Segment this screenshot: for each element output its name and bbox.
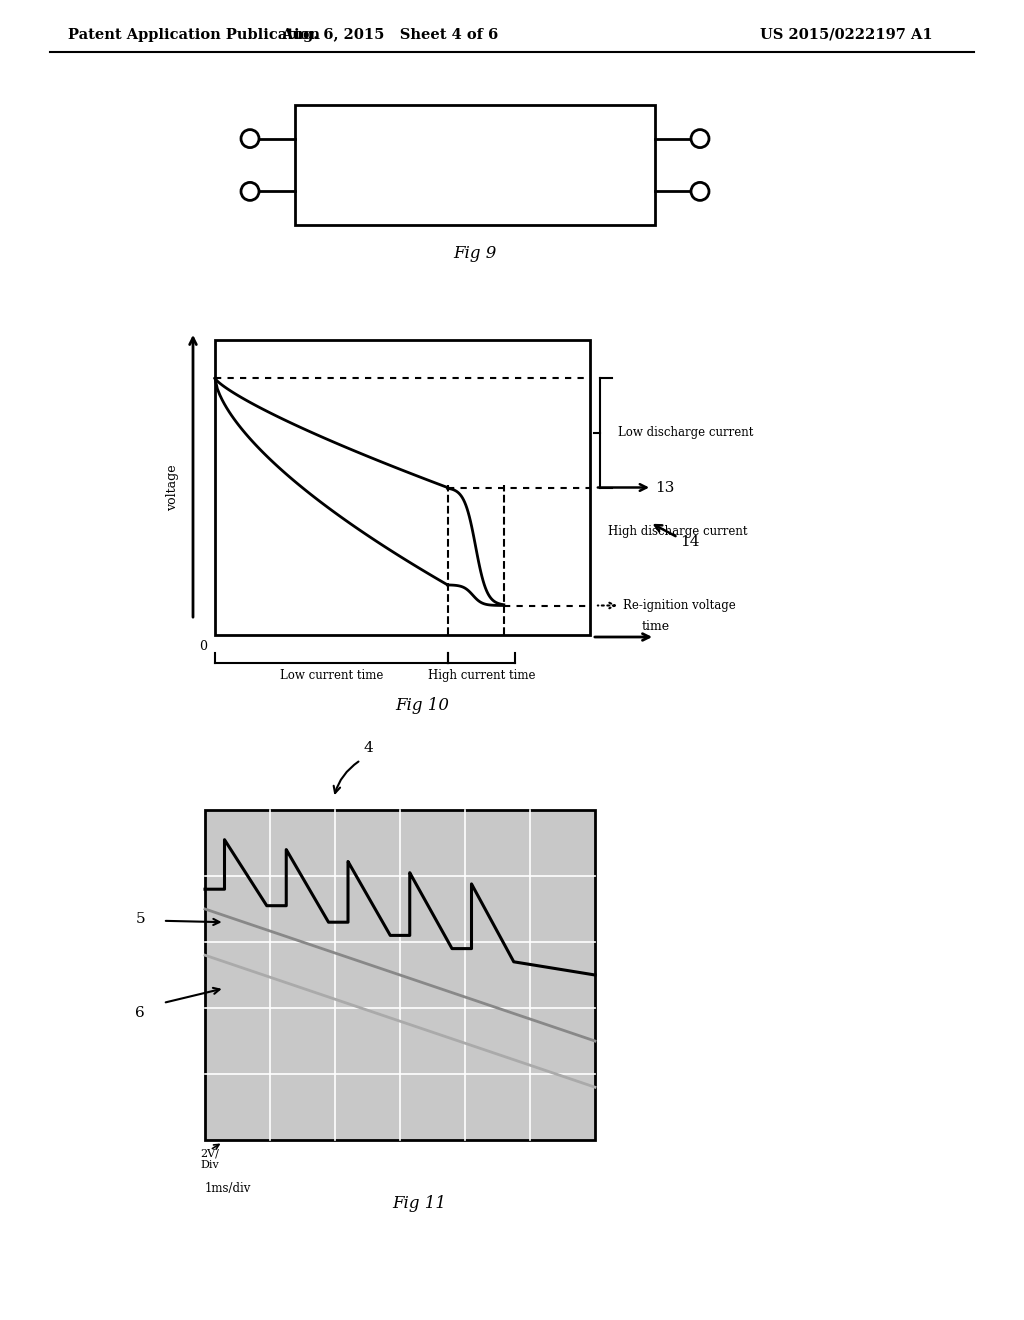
Text: 2V/: 2V/ <box>200 1148 219 1158</box>
Bar <box>295 106 655 224</box>
Text: Div: Div <box>200 1160 219 1170</box>
Text: 0: 0 <box>199 640 207 653</box>
Text: voltage: voltage <box>167 465 179 511</box>
Text: High discharge current: High discharge current <box>608 525 748 539</box>
Text: Aug. 6, 2015   Sheet 4 of 6: Aug. 6, 2015 Sheet 4 of 6 <box>282 28 499 42</box>
Text: Fig 10: Fig 10 <box>395 697 450 714</box>
Circle shape <box>241 182 259 201</box>
Text: time: time <box>642 620 670 634</box>
Text: Fig 11: Fig 11 <box>392 1195 446 1212</box>
Text: 6: 6 <box>135 1006 145 1020</box>
Text: Patent Application Publication: Patent Application Publication <box>68 28 319 42</box>
Text: Low discharge current: Low discharge current <box>618 426 754 440</box>
Text: 1ms/div: 1ms/div <box>205 1181 251 1195</box>
Text: Re-ignition voltage: Re-ignition voltage <box>623 599 736 612</box>
Text: 13: 13 <box>655 480 675 495</box>
Text: High current time: High current time <box>427 669 535 682</box>
Text: 14: 14 <box>680 536 699 549</box>
Circle shape <box>241 129 259 148</box>
Text: 5: 5 <box>135 912 145 925</box>
Text: 4: 4 <box>364 741 374 755</box>
Bar <box>205 810 595 1140</box>
Circle shape <box>691 182 709 201</box>
Circle shape <box>691 129 709 148</box>
Text: Low current time: Low current time <box>280 669 383 682</box>
Text: Fig 9: Fig 9 <box>454 246 497 261</box>
Bar <box>215 341 590 635</box>
Text: US 2015/0222197 A1: US 2015/0222197 A1 <box>760 28 933 42</box>
